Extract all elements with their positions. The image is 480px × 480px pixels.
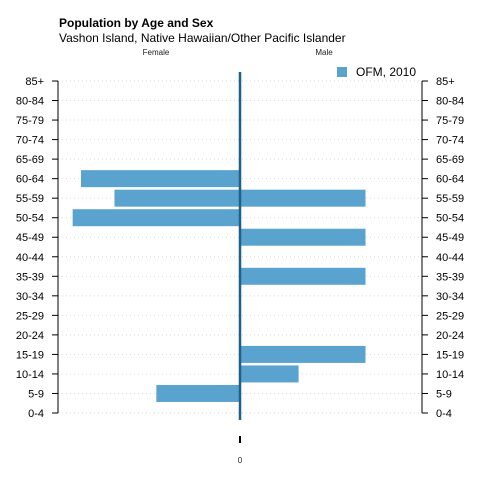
left-tick-label: 15-19 [16, 349, 44, 361]
left-tick-label: 55-59 [16, 193, 44, 205]
legend: OFM, 2010 [337, 65, 416, 79]
left-tick-label: 40-44 [16, 252, 44, 264]
left-tick-label: 30-34 [16, 291, 44, 303]
bar-male-15-19 [240, 345, 366, 363]
right-tick-label: 5-9 [436, 388, 452, 400]
right-tick-label: 15-19 [436, 349, 464, 361]
left-tick-label: 35-39 [16, 271, 44, 283]
bar-female-5-9 [156, 384, 240, 402]
left-tick-label: 20-24 [16, 330, 44, 342]
female-side-label: Female [143, 48, 170, 57]
right-tick-label: 35-39 [436, 271, 464, 283]
right-tick-label: 10-14 [436, 369, 464, 381]
x-zero-label: 0 [238, 456, 243, 465]
male-side-label: Male [315, 48, 333, 57]
right-tick-label: 60-64 [436, 174, 464, 186]
left-tick-label: 25-29 [16, 310, 44, 322]
bar-male-35-39 [240, 267, 366, 285]
chart-title: Population by Age and Sex [59, 16, 214, 30]
left-tick-label: 45-49 [16, 232, 44, 244]
right-tick-label: 70-74 [436, 135, 464, 147]
bar-male-45-49 [240, 228, 366, 246]
right-tick-label: 20-24 [436, 330, 464, 342]
left-tick-label: 10-14 [16, 369, 44, 381]
right-tick-label: 0-4 [436, 408, 452, 420]
right-tick-label: 85+ [436, 76, 455, 88]
left-tick-label: 5-9 [28, 388, 44, 400]
right-tick-label: 50-54 [436, 213, 464, 225]
right-tick-label: 75-79 [436, 115, 464, 127]
chart-subtitle: Vashon Island, Native Hawaiian/Other Pac… [59, 31, 346, 45]
right-tick-label: 40-44 [436, 252, 464, 264]
bar-male-55-59 [240, 189, 366, 207]
right-tick-label: 25-29 [436, 310, 464, 322]
legend-swatch [337, 67, 347, 77]
right-tick-label: 65-69 [436, 154, 464, 166]
right-tick-label: 45-49 [436, 232, 464, 244]
y-axis-ticks: 0-4 0-4 5-9 5-9 10-14 10-14 15-19 15-19 20-24 20-… [16, 76, 464, 420]
bar-female-60-64 [81, 170, 240, 188]
left-tick-label: 70-74 [16, 135, 44, 147]
legend-label: OFM, 2010 [356, 65, 416, 79]
left-tick-label: 85+ [25, 76, 44, 88]
left-tick-label: 0-4 [28, 408, 44, 420]
right-tick-label: 55-59 [436, 193, 464, 205]
left-tick-label: 65-69 [16, 154, 44, 166]
left-tick-label: 50-54 [16, 213, 44, 225]
right-tick-label: 30-34 [436, 291, 464, 303]
bars [72, 170, 366, 402]
bar-male-10-14 [240, 365, 299, 383]
bar-female-50-54 [72, 209, 240, 227]
bar-female-55-59 [114, 189, 240, 207]
left-tick-label: 75-79 [16, 115, 44, 127]
right-tick-label: 80-84 [436, 96, 464, 108]
left-tick-label: 60-64 [16, 174, 44, 186]
left-tick-label: 80-84 [16, 96, 44, 108]
